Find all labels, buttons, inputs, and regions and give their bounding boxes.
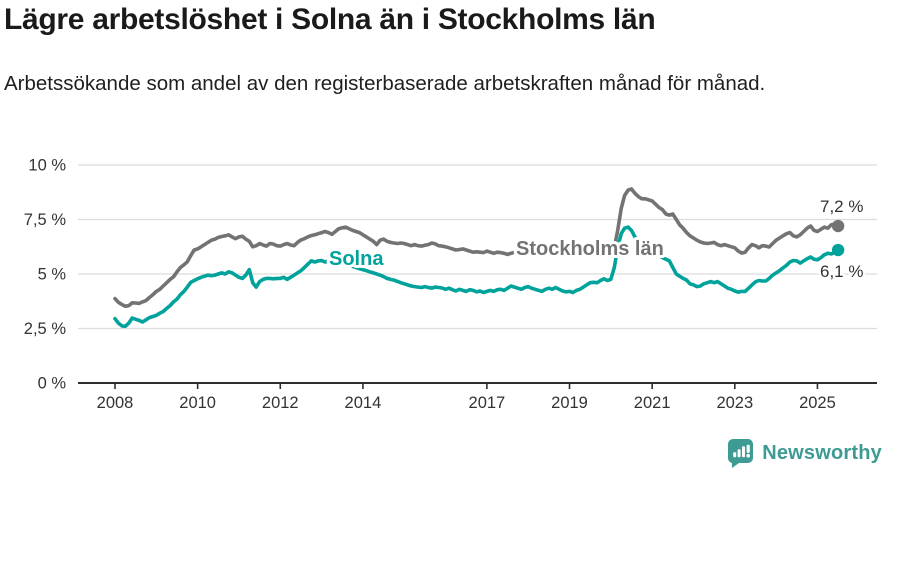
solna-end-value: 6,1 %: [820, 262, 863, 281]
brand-footer: Newsworthy: [727, 438, 882, 468]
x-axis-tick-label: 2021: [634, 394, 671, 412]
x-axis-tick-label: 2023: [716, 394, 753, 412]
y-axis-tick-label: 10 %: [28, 157, 66, 175]
y-axis-tick-label: 0 %: [38, 375, 67, 393]
x-axis-tick-label: 2010: [179, 394, 216, 412]
stockholms-l-n-end-value: 7,2 %: [820, 197, 863, 216]
x-axis-tick-label: 2025: [799, 394, 836, 412]
stockholms-l-n-line: [113, 187, 840, 309]
x-axis-tick-label: 2014: [345, 394, 382, 412]
x-axis-tick-label: 2019: [551, 394, 588, 412]
stockholms-l-n-end-dot: [831, 219, 845, 233]
newsworthy-bar-chart-bubble-icon: [728, 439, 754, 468]
x-axis-tick-label: 2017: [469, 394, 506, 412]
chart-page: { "header": { "title": "Lägre arbetslösh…: [4, 3, 882, 468]
y-axis-tick-label: 5 %: [38, 266, 67, 284]
x-axis-tick-label: 2012: [262, 394, 299, 412]
chart-subtitle: Arbetssökande som andel av den registerb…: [4, 72, 766, 95]
y-axis-tick-label: 7,5 %: [24, 211, 67, 229]
solna-end-dot: [831, 243, 845, 257]
y-axis-tick-label: 2,5 %: [24, 320, 67, 338]
brand-name: Newsworthy: [762, 441, 882, 464]
stockholms-l-n-label: Stockholms län: [516, 238, 664, 260]
solna-line: [113, 225, 840, 329]
line-chart: 0 % 2,5 % 5 % 7,5 % 10 % 2008 2010 2012 2014 2017…: [24, 157, 877, 412]
solna-label: Solna: [329, 248, 384, 270]
x-axis-tick-label: 2008: [97, 394, 134, 412]
chart-title: Lägre arbetslöshet i Solna än i Stockhol…: [4, 3, 656, 36]
